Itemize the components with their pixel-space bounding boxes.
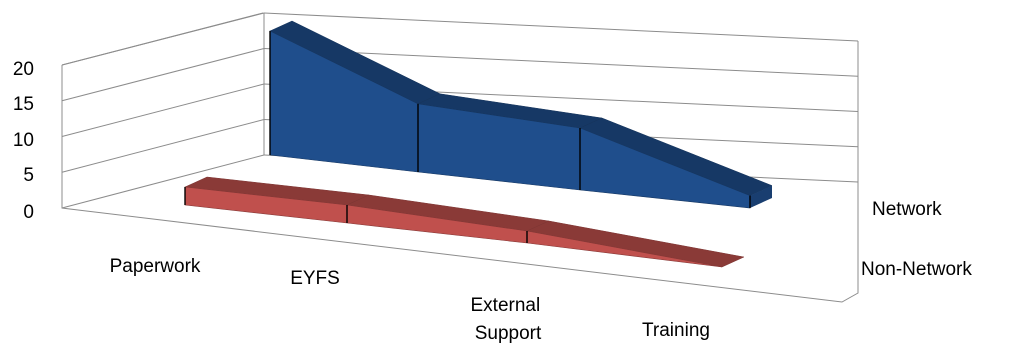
side-gridline — [61, 154, 265, 209]
back-gridline — [263, 12, 859, 42]
category-label-eyfs: EYFS — [290, 268, 340, 289]
side-wall-gridlines — [61, 12, 265, 209]
series-depth-labels: Network Non-Network — [861, 199, 972, 280]
series-network — [269, 20, 773, 209]
category-label-paperwork: Paperwork — [110, 256, 201, 277]
series-label-network: Network — [872, 199, 942, 220]
ribbon-front-face — [184, 186, 723, 268]
side-gridline — [61, 48, 265, 102]
category-label-training: Training — [642, 320, 710, 341]
ribbon-end-cap — [750, 185, 772, 208]
floor-front-edge — [77, 182, 859, 303]
side-gridline — [61, 83, 265, 137]
y-tick-label-5: 5 — [23, 165, 34, 186]
y-tick-label-0: 0 — [23, 202, 34, 223]
y-tick-label-20: 20 — [13, 59, 34, 80]
chart-axes — [61, 12, 859, 303]
series-layer — [184, 20, 773, 268]
y-tick-label-15: 15 — [13, 94, 34, 115]
series-non-network — [184, 176, 745, 268]
back-gridline — [263, 48, 859, 77]
y-tick-label-10: 10 — [13, 130, 34, 151]
y-axis-line — [61, 65, 79, 211]
side-wall-top — [61, 12, 264, 66]
side-gridline — [61, 119, 265, 173]
series-label-non-network: Non-Network — [861, 259, 972, 280]
category-label-external-support: External Support — [471, 295, 546, 344]
category-labels: Paperwork EYFS External Support Training — [110, 256, 710, 344]
y-axis-tick-labels: 0 5 10 15 20 — [13, 59, 34, 223]
